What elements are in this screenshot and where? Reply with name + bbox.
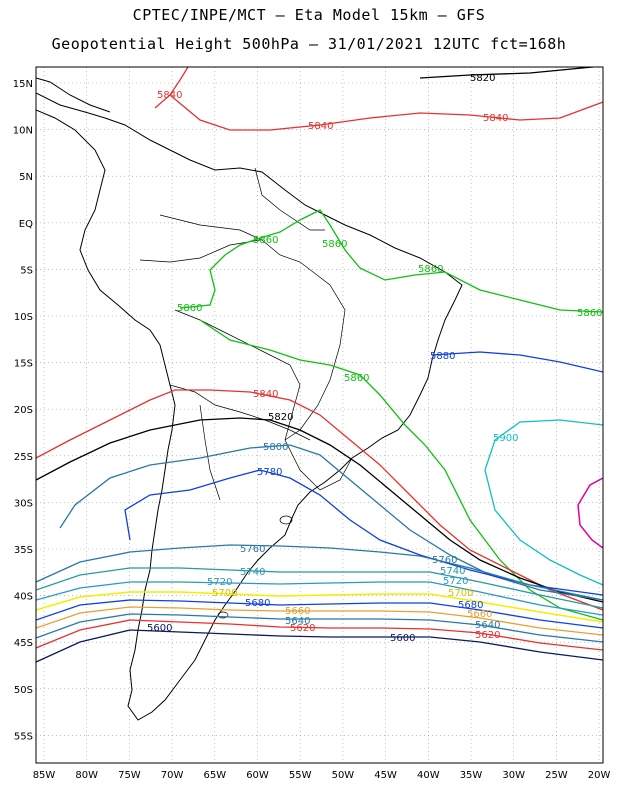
latitude-label: 5N: [19, 172, 33, 183]
island-shape: [279, 515, 293, 525]
contour-label: 5860: [253, 235, 278, 246]
contour-5820-south: [36, 417, 603, 603]
contour-labels: 5840 5840 5840 5820 5860 5860 5860 5860 …: [147, 73, 602, 644]
contour-5760: [36, 544, 603, 601]
contour-label: 5760: [240, 544, 265, 555]
country-borders: [139, 167, 353, 501]
longitude-label: 20W: [588, 770, 611, 781]
contour-5700: [36, 591, 603, 623]
longitude-labels: 85W 80W 75W 70W 65W 60W 55W 50W 45W 40W 35W 30W 25W 2…: [33, 770, 611, 781]
contour-label: 5860: [418, 264, 443, 275]
contour-label: 5820: [470, 73, 495, 84]
contour-label: 5700: [448, 588, 473, 599]
map-frame: [35, 66, 604, 764]
contour-label: 5840: [157, 90, 182, 101]
contour-label: 5620: [290, 623, 315, 634]
latitude-label: 35S: [14, 545, 33, 556]
contour-label: 5720: [443, 576, 468, 587]
latitude-label: 30S: [14, 498, 33, 509]
contour-5800: [59, 444, 603, 601]
contour-5780: [124, 469, 603, 596]
contour-label: 5840: [483, 113, 508, 124]
latitude-label: 15S: [14, 359, 33, 370]
latitude-label: 10N: [13, 126, 33, 137]
central-america-coast: [36, 77, 111, 113]
longitude-label: 85W: [33, 770, 56, 781]
contour-label: 5820: [268, 412, 293, 423]
latitude-label: 20S: [14, 405, 33, 416]
contour-5900: [484, 419, 603, 586]
longitude-label: 60W: [246, 770, 269, 781]
latitude-label: 10S: [14, 312, 33, 323]
chart-title: CPTEC/INPE/MCT – Eta Model 15km – GFS: [132, 6, 486, 24]
contour-label: 5720: [207, 577, 232, 588]
lat-lon-grid: [36, 67, 603, 763]
longitude-label: 55W: [289, 770, 312, 781]
longitude-label: 50W: [332, 770, 355, 781]
contour-label: 5860: [344, 373, 369, 384]
contour-label: 5760: [432, 555, 457, 566]
island-shape: [217, 611, 229, 619]
contour-label: 5640: [285, 616, 310, 627]
latitude-label: EQ: [19, 219, 33, 230]
longitude-label: 65W: [203, 770, 226, 781]
contour-5840-north: [154, 67, 603, 131]
contour-label: 5600: [390, 633, 415, 644]
contour-5860: [179, 209, 603, 621]
longitude-label: 25W: [545, 770, 568, 781]
contour-label: 5660: [467, 609, 492, 620]
contour-label: 5840: [308, 121, 333, 132]
contour-label: 5880: [430, 351, 455, 362]
contour-5840-south: [36, 389, 603, 611]
contour-label: 5740: [240, 567, 265, 578]
contour-label: 5700: [212, 588, 237, 599]
contour-5660: [36, 606, 603, 636]
longitude-label: 35W: [460, 770, 483, 781]
contour-5820-north: [419, 67, 600, 79]
contour-label: 5800: [263, 442, 288, 453]
longitude-label: 45W: [374, 770, 397, 781]
contour-label: 5860: [577, 308, 602, 319]
contour-label: 5740: [440, 566, 465, 577]
contour-label: 5680: [245, 598, 270, 609]
contour-label: 5860: [322, 239, 347, 250]
contour-5600: [36, 629, 603, 663]
contour-label: 5660: [285, 606, 310, 617]
latitude-label: 15N: [13, 79, 33, 90]
contour-5880: [431, 351, 603, 373]
longitude-label: 30W: [502, 770, 525, 781]
contour-label: 5620: [475, 630, 500, 641]
latitude-labels: 15N 10N 5N EQ 5S 10S 15S 20S 25S 30S 35S 40S 45S 50S 5…: [13, 79, 33, 742]
longitude-label: 80W: [75, 770, 98, 781]
south-america-coastline: [36, 92, 463, 721]
latitude-label: 45S: [14, 638, 33, 649]
contour-5720: [36, 581, 603, 616]
latitude-label: 55S: [14, 731, 33, 742]
contour-label: 5600: [147, 623, 172, 634]
contour-5640: [36, 613, 603, 643]
contour-label: 5680: [458, 600, 483, 611]
contour-label: 5900: [493, 433, 518, 444]
contour-5620: [36, 619, 603, 651]
contour-label: 5860: [177, 303, 202, 314]
contour-label: 5780: [257, 467, 282, 478]
contour-5680: [36, 599, 603, 629]
contour-label: 5640: [475, 620, 500, 631]
latitude-label: 50S: [14, 685, 33, 696]
longitude-label: 75W: [118, 770, 141, 781]
contour-5740: [36, 567, 603, 609]
latitude-label: 40S: [14, 592, 33, 603]
latitude-label: 5S: [20, 265, 33, 276]
contour-label: 5840: [253, 389, 278, 400]
latitude-label: 25S: [14, 452, 33, 463]
contour-extra-magenta: [577, 477, 603, 549]
chart-subtitle: Geopotential Height 500hPa – 31/01/2021 …: [51, 35, 567, 53]
longitude-label: 70W: [161, 770, 184, 781]
longitude-label: 40W: [417, 770, 440, 781]
